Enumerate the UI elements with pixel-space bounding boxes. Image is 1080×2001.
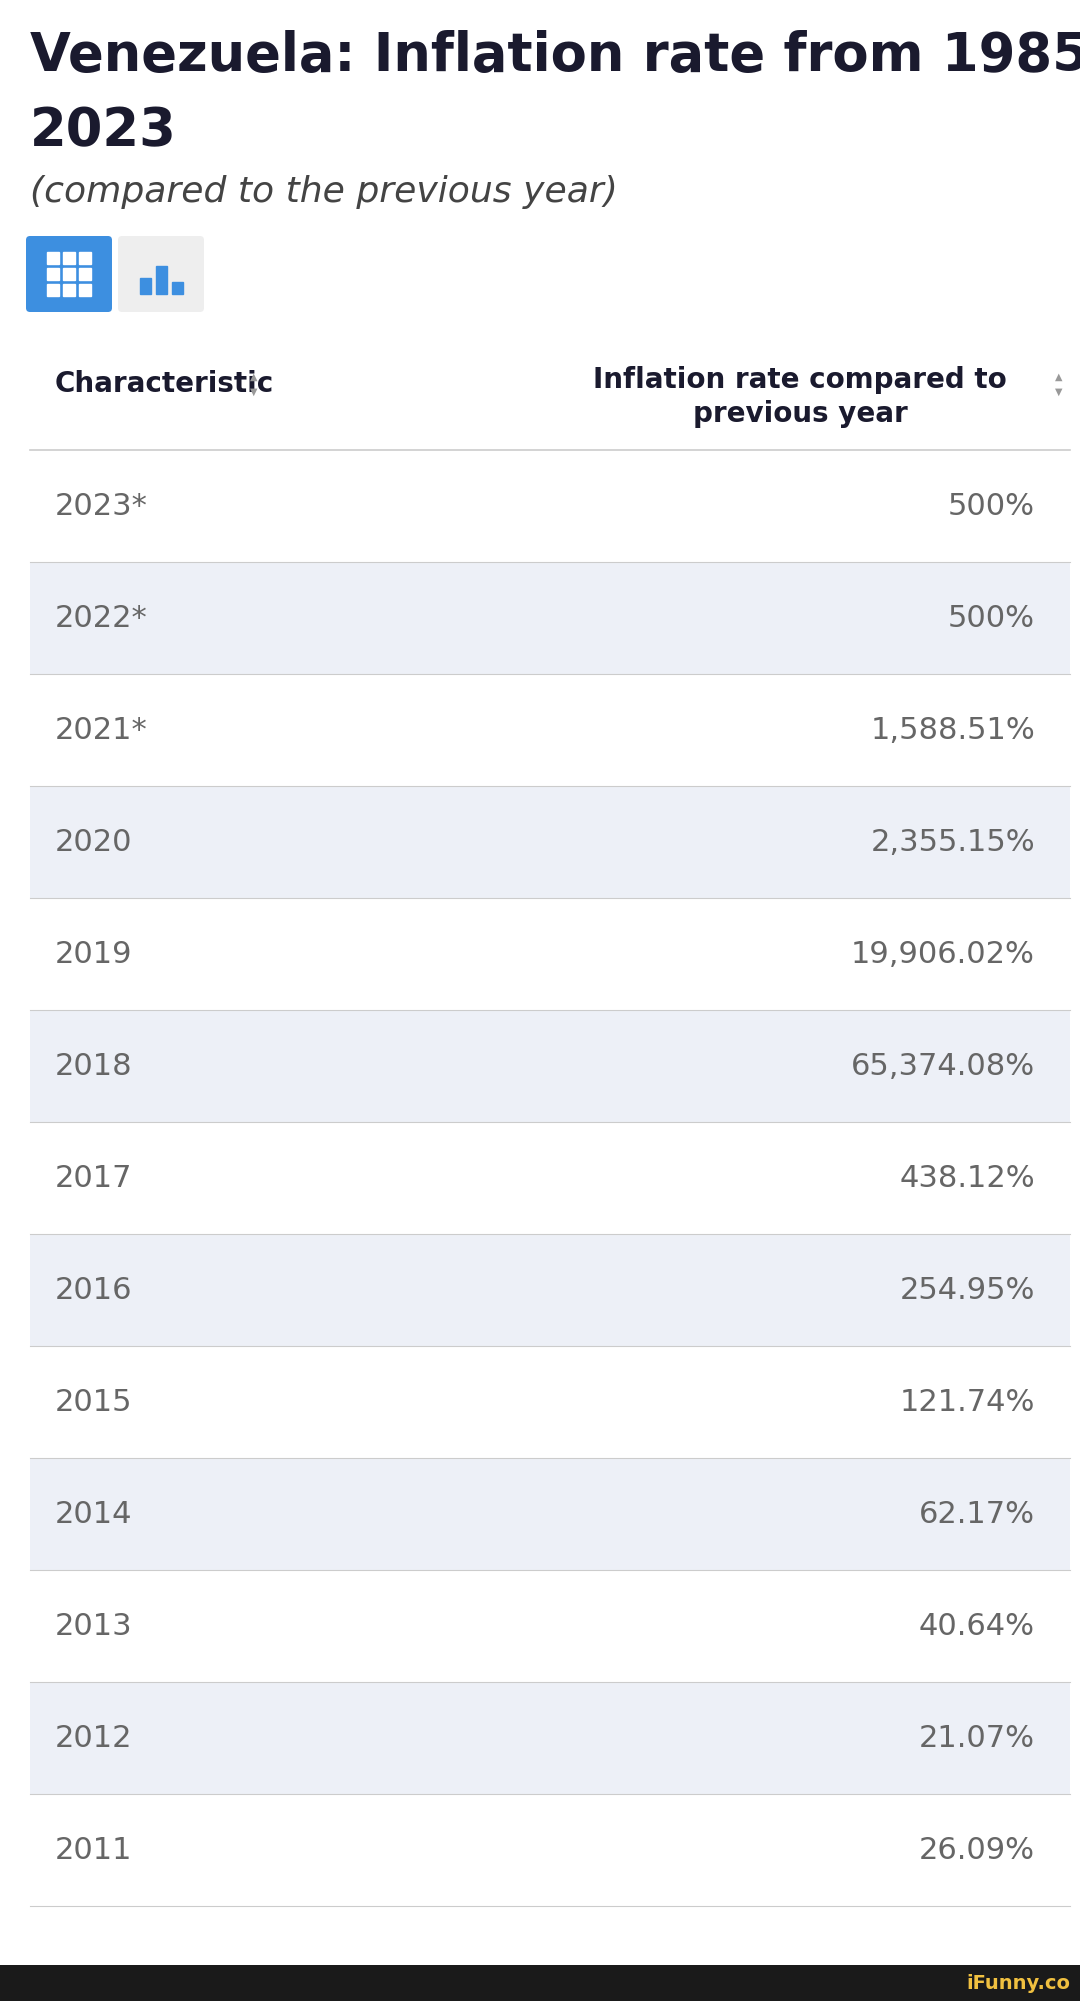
- Text: 1,588.51%: 1,588.51%: [870, 716, 1035, 744]
- Text: 65,374.08%: 65,374.08%: [851, 1051, 1035, 1081]
- Bar: [48, 268, 59, 280]
- Bar: [30, 1347, 1070, 1459]
- Bar: [156, 266, 166, 294]
- Text: ▲: ▲: [1055, 372, 1063, 382]
- Text: 2017: 2017: [55, 1163, 133, 1193]
- Text: 2016: 2016: [55, 1275, 133, 1305]
- Bar: [79, 284, 91, 296]
- Text: 121.74%: 121.74%: [900, 1387, 1035, 1417]
- Text: 2015: 2015: [55, 1387, 133, 1417]
- Text: 2014: 2014: [55, 1499, 133, 1529]
- Text: ▼: ▼: [1055, 386, 1063, 396]
- Text: previous year: previous year: [692, 400, 907, 428]
- Bar: [30, 786, 1070, 898]
- Text: 21.07%: 21.07%: [919, 1723, 1035, 1753]
- Text: 2023*: 2023*: [55, 492, 148, 520]
- Bar: [30, 674, 1070, 786]
- Bar: [63, 268, 75, 280]
- Bar: [30, 562, 1070, 674]
- Text: Characteristic: Characteristic: [55, 370, 274, 398]
- Bar: [139, 278, 150, 294]
- Text: 2011: 2011: [55, 1835, 133, 1865]
- Text: 500%: 500%: [948, 492, 1035, 520]
- Text: Venezuela: Inflation rate from 1985 to: Venezuela: Inflation rate from 1985 to: [30, 30, 1080, 82]
- Text: 2020: 2020: [55, 828, 133, 856]
- Bar: [30, 450, 1070, 562]
- Bar: [63, 284, 75, 296]
- Text: 2,355.15%: 2,355.15%: [870, 828, 1035, 856]
- Bar: [30, 898, 1070, 1011]
- Bar: [63, 252, 75, 264]
- Bar: [30, 1571, 1070, 1683]
- Text: iFunny.co: iFunny.co: [966, 1973, 1070, 1993]
- Text: 2018: 2018: [55, 1051, 133, 1081]
- Text: 40.64%: 40.64%: [919, 1611, 1035, 1641]
- FancyBboxPatch shape: [118, 236, 204, 312]
- Bar: [79, 252, 91, 264]
- Text: 2023: 2023: [30, 104, 177, 156]
- Text: 26.09%: 26.09%: [919, 1835, 1035, 1865]
- Bar: [30, 1123, 1070, 1235]
- Text: 438.12%: 438.12%: [900, 1163, 1035, 1193]
- Text: (compared to the previous year): (compared to the previous year): [30, 174, 618, 208]
- Bar: [48, 284, 59, 296]
- Text: 2013: 2013: [55, 1611, 133, 1641]
- Text: 2022*: 2022*: [55, 604, 148, 632]
- Text: 2019: 2019: [55, 940, 133, 968]
- Bar: [172, 282, 183, 294]
- Text: 2021*: 2021*: [55, 716, 148, 744]
- Text: 2012: 2012: [55, 1723, 133, 1753]
- Bar: [30, 1011, 1070, 1123]
- Bar: [48, 252, 59, 264]
- Text: ▼: ▼: [249, 386, 257, 396]
- Bar: [30, 1459, 1070, 1571]
- Bar: [0, 1965, 1080, 2001]
- Bar: [79, 268, 91, 280]
- Text: 254.95%: 254.95%: [900, 1275, 1035, 1305]
- Text: 500%: 500%: [948, 604, 1035, 632]
- Bar: [30, 1683, 1070, 1795]
- Text: ▲: ▲: [249, 372, 257, 382]
- Bar: [30, 1235, 1070, 1347]
- Bar: [30, 1795, 1070, 1907]
- Text: 19,906.02%: 19,906.02%: [851, 940, 1035, 968]
- Text: Inflation rate compared to: Inflation rate compared to: [593, 366, 1007, 394]
- FancyBboxPatch shape: [26, 236, 112, 312]
- Text: 62.17%: 62.17%: [919, 1499, 1035, 1529]
